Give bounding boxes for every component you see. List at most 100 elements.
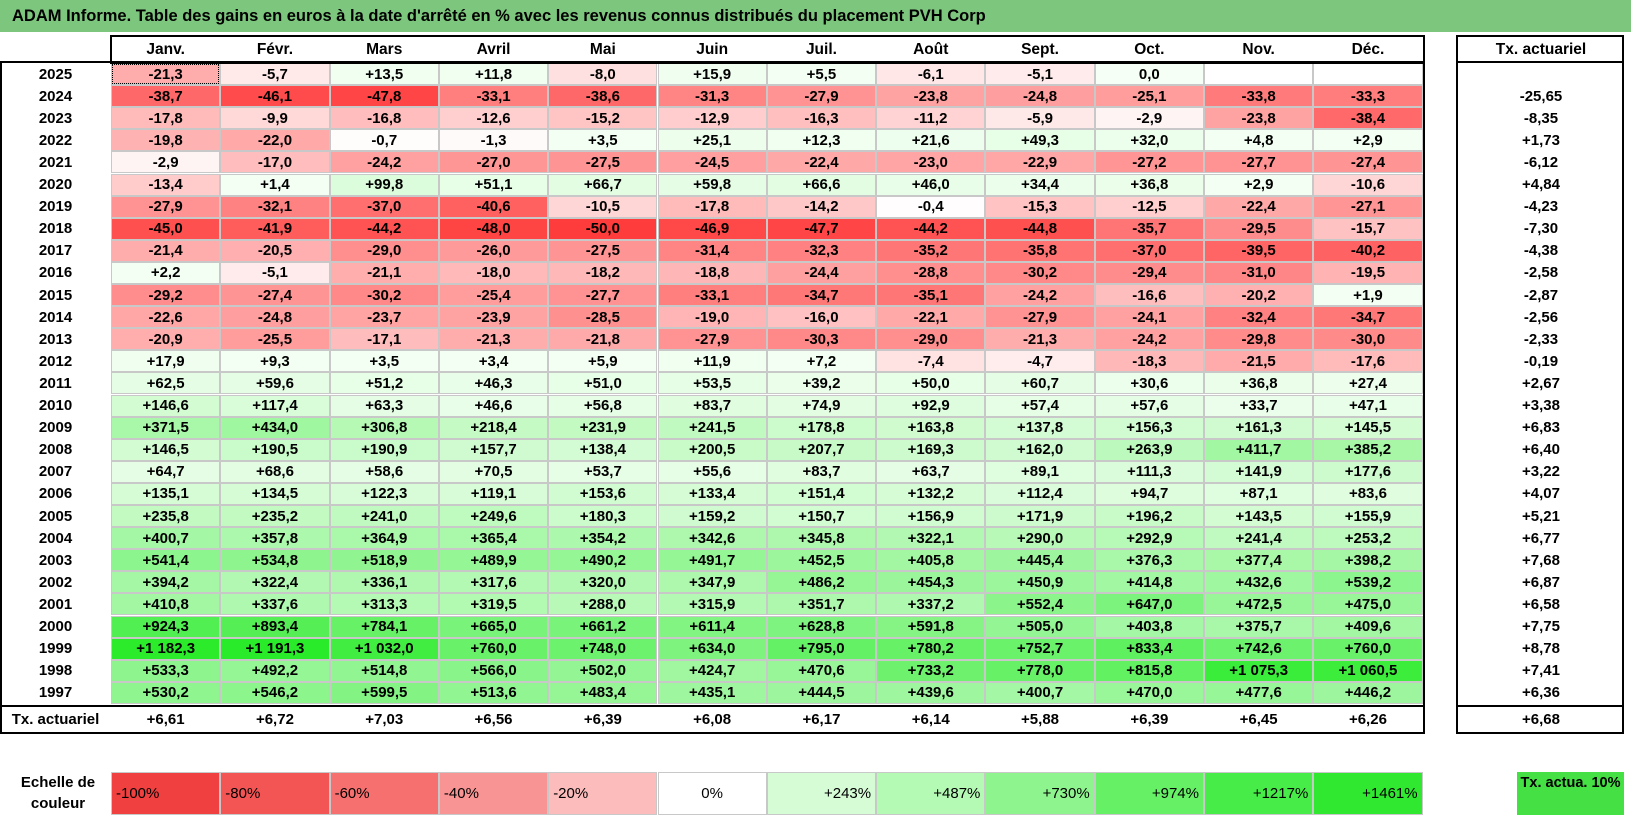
heatmap-cell: -23,0 <box>876 151 986 174</box>
heatmap-cell: +377,4 <box>1204 549 1314 572</box>
heatmap-cell: -23,7 <box>329 306 439 329</box>
heatmap-cell: -23,9 <box>438 306 549 329</box>
year-label: 2009 <box>38 419 73 437</box>
heatmap-cell: -46,1 <box>220 85 330 108</box>
heatmap-cell: +502,0 <box>548 659 658 682</box>
heatmap-cell: +472,5 <box>1204 593 1314 616</box>
heatmap-cell: -30,3 <box>766 328 877 351</box>
heatmap-cell: +470,0 <box>1094 681 1204 704</box>
heatmap-cell: +36,8 <box>1094 173 1204 196</box>
heatmap-cell: -30,2 <box>985 261 1095 284</box>
heatmap-cell: +539,2 <box>1313 571 1423 594</box>
heatmap-cell: +99,8 <box>329 173 439 196</box>
year-label: 2004 <box>38 529 73 547</box>
heatmap-cell: -12,9 <box>657 107 767 130</box>
heatmap-cell: +365,4 <box>438 527 549 550</box>
heatmap-cell: +60,7 <box>985 372 1095 395</box>
year-label: 2003 <box>38 551 73 569</box>
heatmap-cell: -17,6 <box>1313 350 1423 373</box>
col-tx-value: +6,61 <box>146 711 185 729</box>
heatmap-cell: +342,6 <box>657 527 767 550</box>
heatmap-cell: +178,8 <box>766 416 877 439</box>
heatmap-cell: +163,8 <box>876 416 986 439</box>
heatmap-cell: +58,6 <box>329 460 439 483</box>
heatmap-cell: -40,2 <box>1313 239 1423 262</box>
heatmap-cell: -25,4 <box>438 284 549 307</box>
row-tx-value: +6,40 <box>1522 441 1560 459</box>
tx-header: Tx. actuariel <box>1495 40 1587 58</box>
heatmap-cell: +319,5 <box>438 593 549 616</box>
heatmap-cell: +83,7 <box>766 460 877 483</box>
heatmap-cell: -21,3 <box>985 328 1095 351</box>
row-tx-value: +4,07 <box>1522 485 1560 503</box>
heatmap-cell: -7,4 <box>876 350 986 373</box>
heatmap-cell: -29,2 <box>111 284 221 307</box>
heatmap-cell: +376,3 <box>1094 549 1204 572</box>
heatmap-cell: +89,1 <box>985 460 1095 483</box>
row-tx-value: +4,84 <box>1522 176 1560 194</box>
row-tx-value: -2,33 <box>1523 330 1559 348</box>
heatmap-cell: +742,6 <box>1204 637 1314 660</box>
heatmap-cell: +30,6 <box>1094 372 1204 395</box>
heatmap-cell: +4,8 <box>1204 129 1314 152</box>
heatmap-cell: -19,5 <box>1313 261 1423 284</box>
heatmap-cell: +241,0 <box>329 505 439 528</box>
heatmap-cell: -30,2 <box>329 284 439 307</box>
heatmap-cell: -38,6 <box>548 85 658 108</box>
heatmap-cell: -37,0 <box>1094 239 1204 262</box>
heatmap-cell: +530,2 <box>111 681 221 704</box>
heatmap-cell: +11,9 <box>657 350 767 373</box>
heatmap-cell: -15,2 <box>548 107 658 130</box>
heatmap-cell: -24,2 <box>329 151 439 174</box>
heatmap-cell: -5,7 <box>220 63 330 86</box>
heatmap-cell: +153,6 <box>548 482 658 505</box>
col-tx-value: +6,26 <box>1348 711 1387 729</box>
legend-scale-swatch: -80% <box>220 772 330 815</box>
heatmap-cell: +317,6 <box>438 571 549 594</box>
heatmap-cell: 0,0 <box>1094 63 1204 86</box>
heatmap-cell: +490,2 <box>548 549 658 572</box>
legend-scale-swatch: -100% <box>111 772 221 815</box>
heatmap-cell: +27,4 <box>1313 372 1423 395</box>
heatmap-cell: -27,9 <box>985 306 1095 329</box>
heatmap-cell: +162,0 <box>985 438 1095 461</box>
col-tx-value: +7,03 <box>365 711 404 729</box>
heatmap-cell: -9,9 <box>220 107 330 130</box>
heatmap-cell: +337,6 <box>220 593 330 616</box>
heatmap-cell: +513,6 <box>438 681 549 704</box>
heatmap-cell: -27,0 <box>438 151 549 174</box>
tx-row-label: Tx. actuariel <box>11 711 100 729</box>
heatmap-cell: +57,4 <box>985 394 1095 417</box>
heatmap-cell: +893,4 <box>220 615 330 638</box>
heatmap-cell: -32,4 <box>1204 306 1314 329</box>
row-tx-value: -0,19 <box>1523 352 1559 370</box>
heatmap-cell: +450,9 <box>985 571 1095 594</box>
heatmap-cell: -16,6 <box>1094 284 1204 307</box>
heatmap-cell: +475,0 <box>1313 593 1423 616</box>
heatmap-cell: +56,8 <box>548 394 658 417</box>
heatmap-cell: +795,0 <box>766 637 877 660</box>
heatmap-cell: -35,1 <box>876 284 986 307</box>
year-label: 2017 <box>38 242 73 260</box>
heatmap-cell: -47,7 <box>766 217 877 240</box>
heatmap-cell <box>1204 63 1314 86</box>
year-label: 2020 <box>38 176 73 194</box>
row-tx-value: +6,83 <box>1522 419 1560 437</box>
heatmap-cell: +46,6 <box>438 394 549 417</box>
heatmap-cell: +143,5 <box>1204 505 1314 528</box>
heatmap-cell: +1 060,5 <box>1313 659 1423 682</box>
heatmap-cell: +760,0 <box>1313 637 1423 660</box>
heatmap-cell: +665,0 <box>438 615 549 638</box>
year-label: 2024 <box>38 87 73 105</box>
heatmap-cell: +446,2 <box>1313 681 1423 704</box>
heatmap-cell: +55,6 <box>657 460 767 483</box>
heatmap-cell: -50,0 <box>548 217 658 240</box>
heatmap-cell: +410,8 <box>111 593 221 616</box>
year-label: 2021 <box>38 153 73 171</box>
heatmap-cell: +357,8 <box>220 527 330 550</box>
heatmap-cell: +151,4 <box>766 482 877 505</box>
heatmap-cell: +47,1 <box>1313 394 1423 417</box>
heatmap-cell: +135,1 <box>111 482 221 505</box>
col-tx-value: +6,14 <box>911 711 950 729</box>
row-tx-value: -4,38 <box>1523 242 1559 260</box>
